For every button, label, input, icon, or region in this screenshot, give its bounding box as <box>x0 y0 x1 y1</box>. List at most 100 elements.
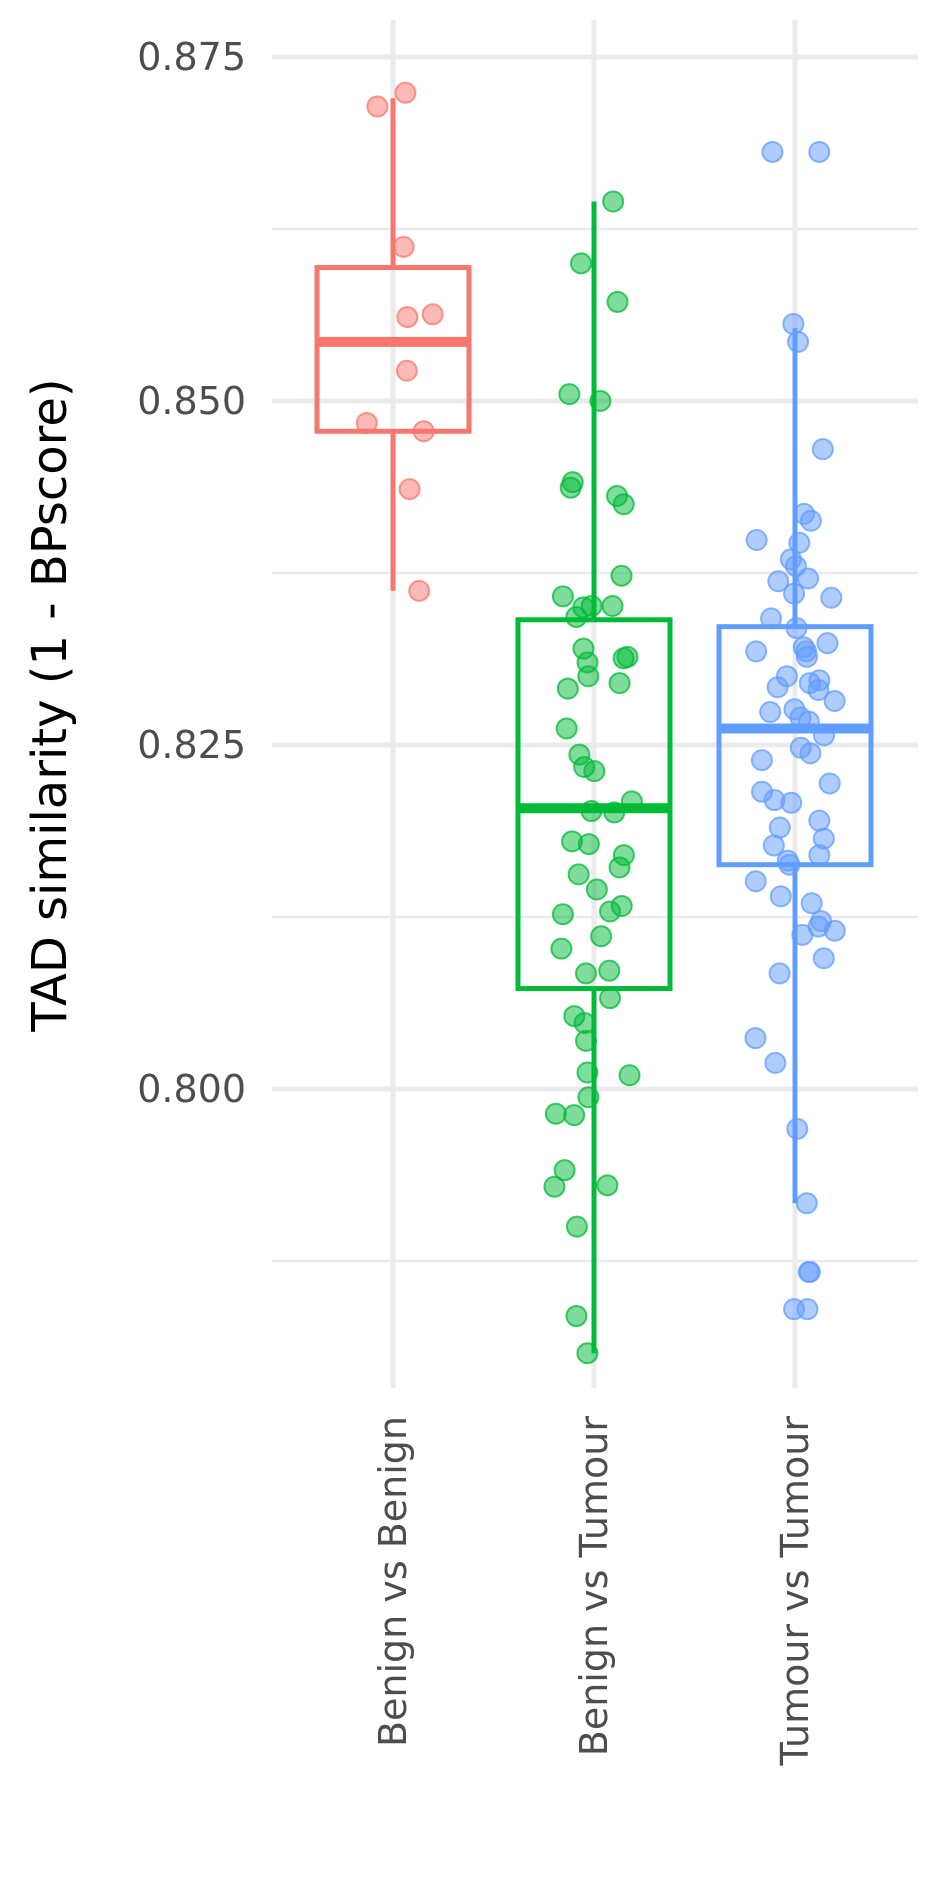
data-point <box>780 791 803 814</box>
x-axis: Benign vs Benign Benign vs Tumour Tumour v… <box>371 1416 817 1767</box>
box-1 <box>314 98 472 591</box>
data-point <box>759 700 782 723</box>
data-point <box>602 190 625 213</box>
data-point <box>620 790 643 813</box>
data-point <box>800 892 823 915</box>
data-point <box>394 81 417 104</box>
data-point <box>762 834 785 857</box>
data-point <box>555 717 578 740</box>
data-point <box>396 306 419 329</box>
data-point <box>544 1102 567 1125</box>
data-point <box>799 509 822 532</box>
data-point <box>553 1159 576 1182</box>
data-point <box>820 586 843 609</box>
data-point <box>766 676 789 699</box>
data-point <box>812 724 835 747</box>
data-point <box>563 1104 586 1127</box>
data-point <box>808 844 831 867</box>
data-point <box>608 856 631 879</box>
data-point <box>580 800 603 823</box>
data-point <box>576 1061 599 1084</box>
jitter-points <box>355 81 846 1365</box>
data-point <box>590 925 613 948</box>
data-point <box>543 1175 566 1198</box>
data-point <box>783 582 806 605</box>
data-point <box>807 678 830 701</box>
data-point <box>764 1051 787 1074</box>
data-point <box>596 1174 619 1197</box>
data-point <box>782 312 805 335</box>
data-point <box>603 801 626 824</box>
data-point <box>795 645 818 668</box>
data-point <box>785 617 808 640</box>
data-point <box>812 947 835 970</box>
data-point <box>577 1086 600 1109</box>
data-point <box>786 1117 809 1140</box>
data-point <box>583 760 606 783</box>
data-point <box>799 742 822 765</box>
data-point <box>612 493 635 516</box>
data-point <box>767 570 790 593</box>
data-point <box>565 1305 588 1328</box>
points-2 <box>543 190 643 1365</box>
y-axis-title: TAD similarity (1 - BPscore) <box>22 378 78 1032</box>
data-point <box>576 1342 599 1365</box>
data-point <box>585 878 608 901</box>
data-point <box>412 420 435 443</box>
data-point <box>791 923 814 946</box>
data-point <box>598 987 621 1010</box>
data-point <box>550 937 573 960</box>
data-point <box>551 903 574 926</box>
y-tick-label: 0.800 <box>137 1067 246 1111</box>
data-point <box>408 579 431 602</box>
data-point <box>421 303 444 326</box>
data-point <box>816 632 839 655</box>
data-point <box>745 640 768 663</box>
points-1 <box>355 81 444 602</box>
data-point <box>577 665 600 688</box>
data-point <box>551 585 574 608</box>
data-point <box>769 885 792 908</box>
data-point <box>797 567 820 590</box>
data-point <box>355 412 378 435</box>
data-point <box>610 564 633 587</box>
data-point <box>559 476 582 499</box>
data-point <box>599 900 622 923</box>
data-point <box>366 95 389 118</box>
data-point <box>565 606 588 629</box>
data-point <box>606 290 629 313</box>
data-point <box>612 647 635 670</box>
data-point <box>797 710 820 733</box>
data-point <box>818 772 841 795</box>
data-point <box>768 962 791 985</box>
data-point <box>750 749 773 772</box>
data-point <box>398 478 421 501</box>
data-point <box>795 1192 818 1215</box>
data-point <box>570 252 593 275</box>
data-point <box>808 809 831 832</box>
points-3 <box>744 140 846 1321</box>
y-tick-label: 0.875 <box>137 35 246 79</box>
data-point <box>745 528 768 551</box>
data-point <box>601 595 624 618</box>
data-point <box>760 607 783 630</box>
data-point <box>589 390 612 412</box>
data-point <box>608 672 631 695</box>
data-point <box>811 438 834 461</box>
data-point <box>761 140 784 163</box>
data-point <box>574 962 597 985</box>
data-point <box>796 1298 819 1321</box>
y-tick-label: 0.850 <box>137 379 246 423</box>
data-point <box>575 1029 598 1052</box>
data-point <box>598 959 621 982</box>
data-point <box>618 1064 641 1087</box>
x-tick-label: Tumour vs Tumour <box>773 1416 817 1767</box>
iqr-box <box>314 265 472 434</box>
data-point <box>787 330 810 353</box>
x-tick-label: Benign vs Benign <box>371 1416 415 1747</box>
data-point <box>778 853 801 876</box>
data-point <box>395 359 418 382</box>
data-point <box>392 235 415 258</box>
data-point <box>797 1261 820 1284</box>
